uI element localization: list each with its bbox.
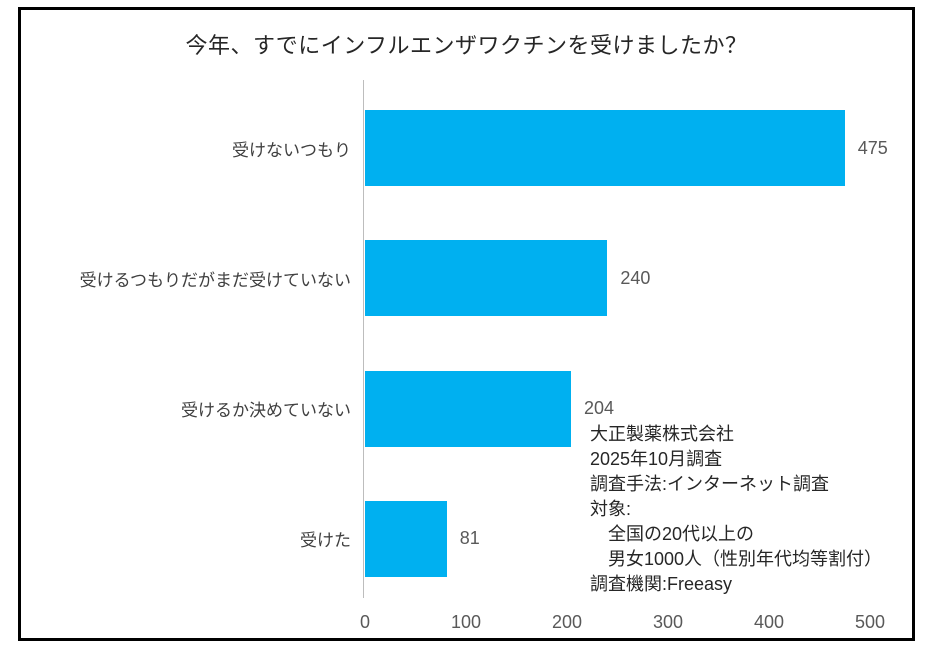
x-axis-tick-label: 400	[753, 612, 785, 632]
survey-source-annotation: 大正製薬株式会社 2025年10月調査調査手法:インターネット調査 対象: 全国の2…	[590, 422, 920, 597]
value-label: 240	[620, 267, 651, 288]
annotation-line: 大正製薬株式会社	[590, 424, 734, 444]
annotation-line: 全国の20代以上の	[590, 524, 755, 544]
y-axis-line	[363, 80, 364, 598]
bar-row: 受けないつもり 475	[21, 110, 912, 186]
category-label: 受けるつもりだがまだ受けていない	[79, 270, 351, 290]
x-axis-tick-label: 100	[450, 612, 482, 632]
x-axis-tick-label: 500	[854, 612, 886, 632]
category-label: 受けないつもり	[232, 140, 351, 160]
bar	[365, 370, 572, 447]
bar	[365, 240, 608, 317]
value-label: 81	[459, 528, 480, 549]
annotation-line: 対象:	[590, 499, 632, 519]
annotation-line: 2025年10月調査	[590, 449, 723, 469]
category-label: 受けるか決めていない	[181, 401, 351, 421]
bar	[365, 110, 845, 186]
bar-chart-plot: 受けないつもり 475 受けるつもりだがまだ受けていない 240 受けるか決めていない 2…	[21, 10, 912, 638]
bar-row: 受けるか決めていない 204	[21, 370, 912, 447]
annotation-line: 男女1000人（性別年代均等割付）	[590, 549, 883, 569]
annotation-line: 調査機関:Freeasy	[590, 574, 733, 594]
annotation-line: 調査手法:インターネット調査	[590, 474, 829, 494]
bar	[365, 500, 447, 577]
x-axis-tick-label: 0	[359, 612, 371, 632]
category-label: 受けた	[300, 531, 351, 551]
chart-title: 今年、すでにインフルエンザワクチンを受けましたか？	[185, 33, 748, 58]
chart-frame: 今年、すでにインフルエンザワクチンを受けましたか？ 受けないつもり 475 受けるつ…	[18, 7, 915, 641]
value-label: 475	[857, 137, 888, 158]
value-label: 204	[584, 398, 615, 419]
bar-row: 受けた 81	[21, 500, 912, 577]
x-axis-tick-label: 300	[652, 612, 684, 632]
x-axis-tick-label: 200	[551, 612, 583, 632]
bar-row: 受けるつもりだがまだ受けていない 240	[21, 240, 912, 317]
